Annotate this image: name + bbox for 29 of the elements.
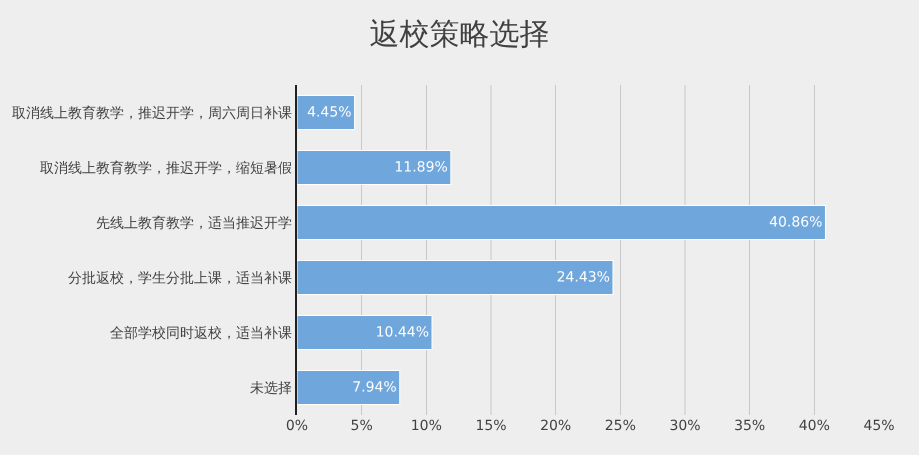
data-label: 24.43% xyxy=(556,270,610,286)
x-tick-label: 45% xyxy=(863,418,895,434)
x-tick-label: 35% xyxy=(734,418,766,434)
data-label: 40.86% xyxy=(769,214,822,230)
bar xyxy=(297,204,826,240)
x-tick-label: 25% xyxy=(604,418,636,434)
chart-title: 返校策略选择 xyxy=(370,16,550,52)
y-tick-label: 全部学校同时返校，适当补课 xyxy=(110,325,292,342)
bar xyxy=(297,314,433,350)
x-tick-label: 30% xyxy=(669,418,701,434)
bar xyxy=(297,260,614,296)
y-tick-label: 先线上教育教学，适当推迟开学 xyxy=(96,214,292,232)
x-tick-label: 15% xyxy=(475,418,507,434)
data-label: 4.45% xyxy=(307,104,352,120)
bar xyxy=(297,150,452,186)
data-label: 7.94% xyxy=(352,380,397,396)
y-tick-label: 分批返校，学生分批上课，适当补课 xyxy=(68,270,292,286)
y-tick-label: 取消线上教育教学，推迟开学，周六周日补课 xyxy=(12,104,292,122)
x-tick-label: 5% xyxy=(350,418,373,434)
x-tick-label: 10% xyxy=(410,418,442,434)
y-tick-label: 未选择 xyxy=(250,380,292,396)
data-label: 11.89% xyxy=(394,160,448,176)
bar xyxy=(297,370,400,406)
data-label: 10.44% xyxy=(376,324,430,340)
x-tick-label: 20% xyxy=(540,418,572,434)
x-tick-label: 40% xyxy=(798,418,830,434)
x-tick-label: 0% xyxy=(286,418,308,434)
y-tick-label: 取消线上教育教学，推迟开学，缩短暑假 xyxy=(40,159,292,176)
bar xyxy=(297,94,356,130)
